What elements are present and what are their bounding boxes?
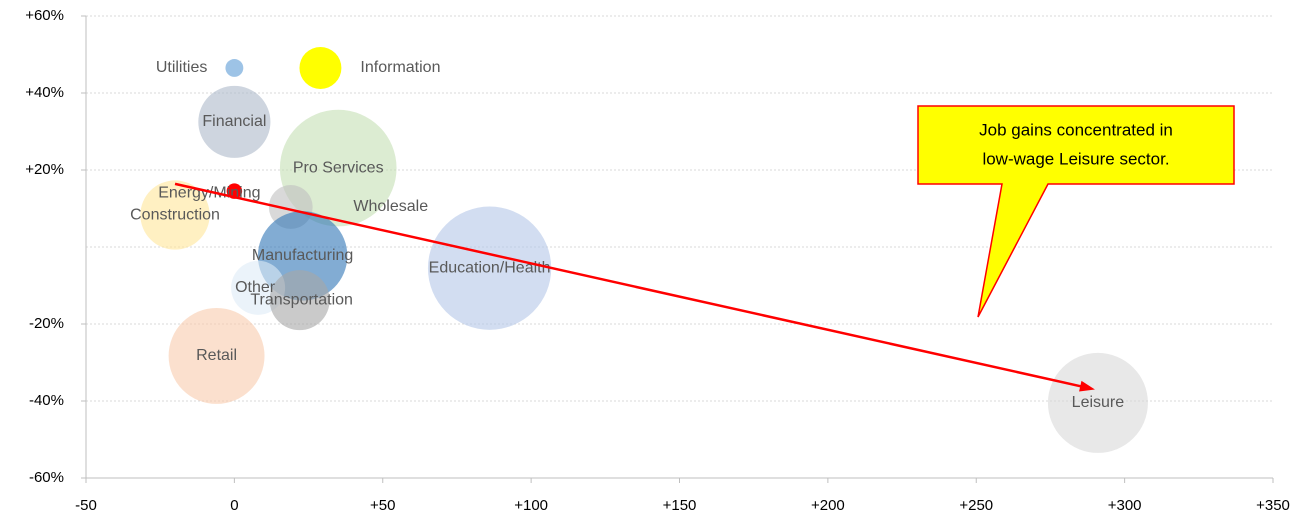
x-tick-label: -50	[75, 497, 97, 514]
bubble	[427, 206, 552, 330]
y-tick-label: -20%	[29, 315, 64, 332]
y-tick-label: +20%	[25, 161, 64, 178]
bubble-label: Financial	[202, 113, 266, 130]
x-tick-label: +50	[370, 497, 395, 514]
bubble-label: Retail	[196, 347, 237, 364]
x-tick-label: +200	[811, 497, 845, 514]
bubble	[1047, 352, 1148, 453]
bubble	[140, 180, 210, 250]
bubble-label: Education/Health	[429, 259, 551, 276]
arrow-head	[1079, 380, 1095, 392]
bubble	[269, 270, 330, 331]
callout-line: Job gains concentrated in	[979, 120, 1173, 139]
x-tick-label: +150	[663, 497, 697, 514]
trend-arrow	[174, 182, 1083, 388]
x-tick-label: +300	[1108, 497, 1142, 514]
bubble	[198, 85, 271, 158]
bubble-label: Leisure	[1072, 394, 1125, 411]
bubble-label: Utilities	[156, 59, 208, 76]
bubble	[299, 46, 342, 89]
x-tick-label: +100	[514, 497, 548, 514]
bubble-label: Transportation	[250, 291, 353, 308]
y-tick-label: +40%	[25, 84, 64, 101]
y-tick-label: -40%	[29, 392, 64, 409]
bubble-label: Wholesale	[353, 198, 428, 215]
callout: Job gains concentrated in low-wage Leisu…	[917, 105, 1235, 318]
bubble	[225, 59, 244, 77]
y-tick-label: +60%	[25, 7, 64, 24]
bubble-label: Information	[360, 59, 440, 76]
callout-line: low-wage Leisure sector.	[982, 149, 1169, 168]
bubble-label: Construction	[130, 206, 220, 223]
y-tick-label: -60%	[29, 469, 64, 486]
x-tick-label: 0	[230, 497, 238, 514]
bubble	[168, 307, 265, 404]
bubble-label: Pro Services	[293, 159, 384, 176]
x-tick-label: +350	[1256, 497, 1290, 514]
bubble-label: Manufacturing	[252, 247, 353, 264]
x-tick-label: +250	[959, 497, 993, 514]
bubble-label: Other	[235, 279, 276, 296]
callout-box	[917, 105, 1235, 318]
